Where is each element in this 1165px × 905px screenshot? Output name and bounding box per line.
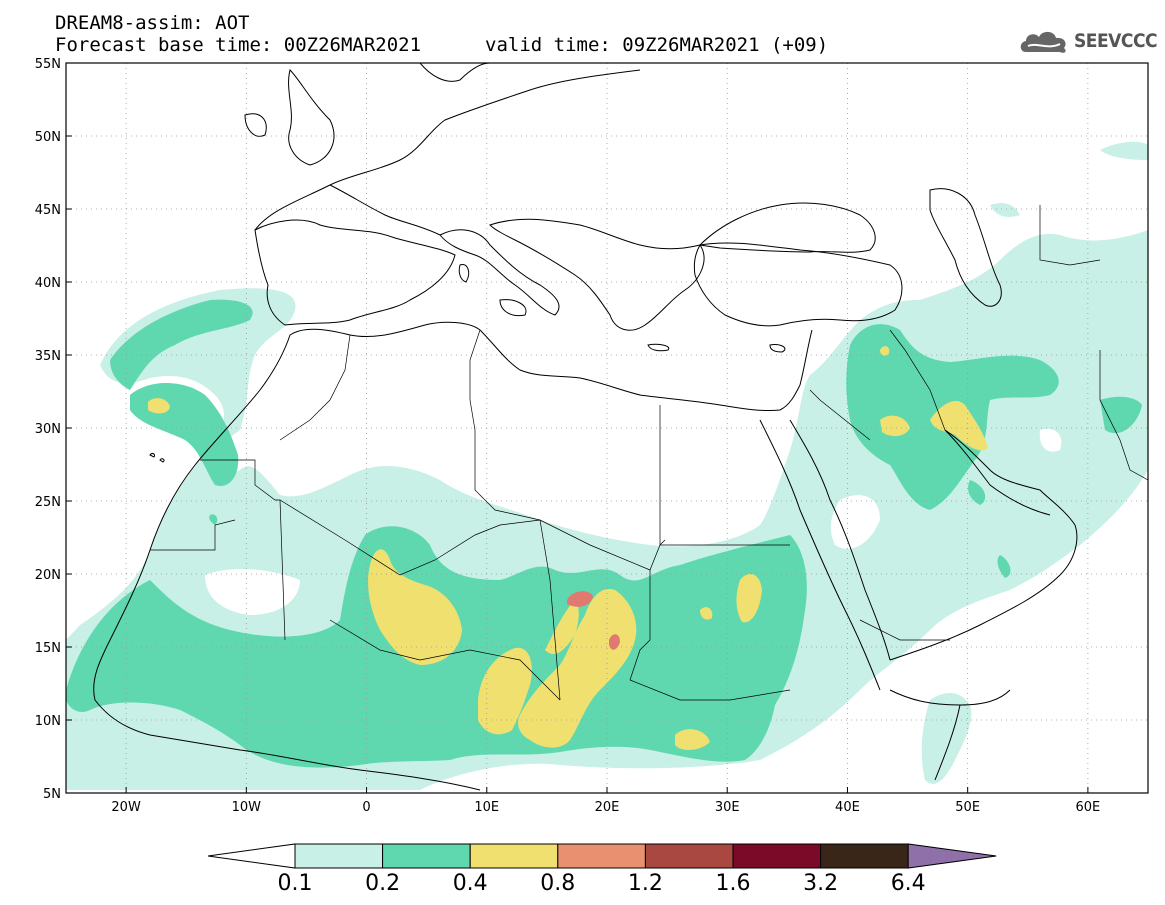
lat-label: 40N: [35, 276, 61, 291]
lon-label: 40E: [835, 800, 860, 815]
lon-label: 60E: [1076, 800, 1101, 815]
lat-label: 5N: [43, 787, 61, 802]
aot-contour-0.4: [148, 346, 988, 750]
colorbar-label: 0.2: [365, 871, 400, 896]
lon-label: 20W: [111, 800, 141, 815]
forecast-times: Forecast base time: 00Z26MAR2021 valid ti…: [55, 34, 828, 56]
colorbar-swatch: [382, 843, 471, 869]
latitude-labels: 55N 50N 45N 40N 35N 30N 25N 20N 15N 10N 5N: [35, 57, 72, 802]
lon-label: 50E: [955, 800, 980, 815]
colorbar-swatch: [820, 843, 909, 869]
chart-title: DREAM8-assim: AOT: [55, 12, 250, 34]
lat-label: 30N: [35, 422, 61, 437]
lat-label: 55N: [35, 57, 61, 72]
lon-label: 0: [362, 800, 370, 815]
lon-label: 30E: [715, 800, 740, 815]
colorbar-label: 6.4: [891, 871, 926, 896]
lon-label: 10W: [232, 800, 262, 815]
colorbar-swatch: [557, 843, 646, 869]
colorbar-swatch: [469, 843, 559, 869]
colorbar-under-triangle: [207, 843, 296, 869]
lat-label: 15N: [35, 641, 61, 656]
lat-label: 10N: [35, 714, 61, 729]
colorbar-swatch: [644, 843, 734, 869]
colorbar-over-triangle: [907, 843, 997, 869]
colorbar-label: 0.1: [278, 871, 313, 896]
lon-label: 20E: [595, 800, 620, 815]
map-grid: [66, 63, 1148, 793]
colorbar-label: 0.4: [453, 871, 488, 896]
seevccc-logo: SEEVCCC: [1018, 26, 1158, 56]
country-borders: [150, 205, 1148, 701]
longitude-labels: 20W 10W 0 10E 20E 30E 40E 50E 60E: [111, 787, 1100, 815]
lat-label: 20N: [35, 568, 61, 583]
colorbar-label: 0.8: [540, 871, 575, 896]
colorbar-swatch: [732, 843, 822, 869]
aot-contour-0.8: [567, 591, 620, 650]
lat-label: 50N: [35, 130, 61, 145]
lat-label: 45N: [35, 203, 61, 218]
coastlines: [93, 63, 1078, 791]
colorbar-label: 3.2: [803, 871, 838, 896]
colorbar-label: 1.2: [628, 871, 663, 896]
colorbar-label: 1.6: [716, 871, 751, 896]
logo-text: SEEVCCC: [1074, 30, 1158, 52]
base-time: Forecast base time: 00Z26MAR2021: [55, 34, 422, 56]
cloud-icon: [1020, 31, 1066, 53]
valid-time: valid time: 09Z26MAR2021 (+09): [485, 34, 829, 56]
lat-label: 25N: [35, 495, 61, 510]
lat-label: 35N: [35, 349, 61, 364]
colorbar-swatch: [294, 843, 384, 869]
lon-label: 10E: [474, 800, 499, 815]
